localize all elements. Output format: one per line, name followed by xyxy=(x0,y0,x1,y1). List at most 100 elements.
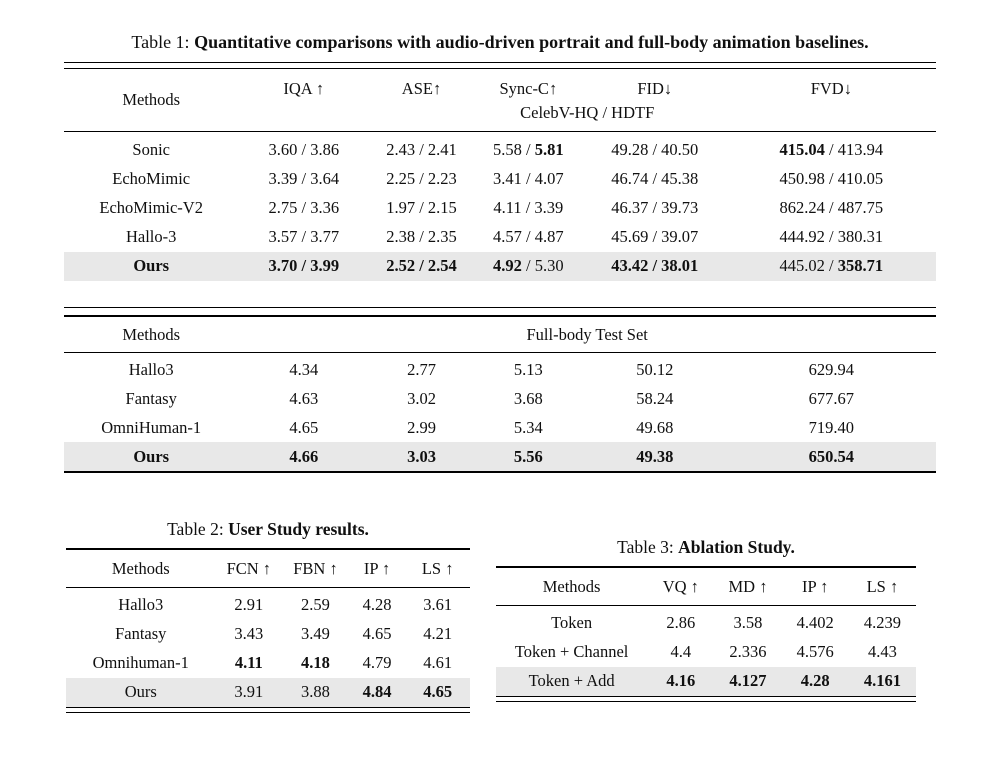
table2-top-rule xyxy=(66,548,470,550)
table3-caption-title: Ablation Study. xyxy=(678,537,795,557)
value-cell: 4.127 xyxy=(729,671,767,690)
table-row: Fantasy 3.43 3.49 4.65 4.21 xyxy=(66,620,470,649)
table1-bottom-rule xyxy=(64,471,936,473)
table3-block: Table 3: Ablation Study. Methods VQ ↑ MD… xyxy=(496,535,916,702)
value-cell: 719.40 xyxy=(808,417,855,437)
value-cell: 46.37 / 39.73 xyxy=(611,198,699,217)
value-cell: 3.61 xyxy=(423,595,453,614)
value-cell: 2.43 / 2.41 xyxy=(386,140,457,159)
table2-caption-prefix: Table 2: xyxy=(167,519,229,539)
table1-top-rule xyxy=(64,62,936,69)
table1-portrait-header: Methods IQA ↑ ASE↑ Sync-C↑ FID↓ FVD↓ Cel… xyxy=(64,69,936,132)
value-cell: 3.43 xyxy=(234,624,264,643)
column-header-ase: ASE↑ xyxy=(401,79,442,98)
table2-caption-title: User Study results. xyxy=(228,519,369,539)
value-cell: 3.49 xyxy=(301,624,330,643)
value-cell: 2.38 / 2.35 xyxy=(386,227,457,246)
column-header-fcn: FCN ↑ xyxy=(226,559,272,578)
table1-caption-title: Quantitative comparisons with audio-driv… xyxy=(194,32,869,52)
table1-block: Methods IQA ↑ ASE↑ Sync-C↑ FID↓ FVD↓ Cel… xyxy=(64,62,936,473)
value-cell: 4.79 xyxy=(362,653,392,672)
column-header-sync-c: Sync-C↑ xyxy=(499,79,558,98)
table-row: Token 2.86 3.58 4.402 4.239 xyxy=(496,606,916,638)
method-cell: Token xyxy=(551,613,593,632)
value-cell: 4.34 xyxy=(289,359,319,379)
table3-bottom-rule xyxy=(496,695,916,702)
value-cell: 5.34 xyxy=(513,417,543,437)
value-cell: 650.54 xyxy=(808,446,855,466)
value-cell: 4.402 xyxy=(796,613,834,632)
column-header-methods: Methods xyxy=(122,324,181,344)
value-cell: 4.18 xyxy=(301,653,330,672)
value-cell: 2.91 xyxy=(234,595,264,614)
column-header-fvd: FVD↓ xyxy=(810,79,852,98)
value-cell: 862.24 / 487.75 xyxy=(779,198,884,217)
value-cell: 4.11 / 3.39 xyxy=(493,198,564,217)
value-cell: 4.57 / 4.87 xyxy=(493,227,564,246)
column-header-fid: FID↓ xyxy=(637,79,673,98)
table1-fullbody-header: Methods Full-body Test Set xyxy=(64,317,936,352)
value-cell: 415.04 / 413.94 xyxy=(779,140,884,159)
value-cell: 4.61 xyxy=(423,653,453,672)
table-row: Hallo3 2.91 2.59 4.28 3.61 xyxy=(66,588,470,620)
table3-top-rule xyxy=(496,566,916,568)
value-cell: 3.88 xyxy=(301,682,330,701)
value-cell: 4.28 xyxy=(362,595,392,614)
method-cell: OmniHuman-1 xyxy=(101,417,202,437)
table-row: Omnihuman-1 4.11 4.18 4.79 4.61 xyxy=(66,649,470,678)
value-cell: 2.336 xyxy=(729,642,767,661)
value-cell: 49.68 xyxy=(636,417,674,437)
value-cell: 3.41 / 4.07 xyxy=(493,169,564,188)
column-header-md: MD ↑ xyxy=(728,577,768,596)
value-cell: 4.16 xyxy=(666,671,696,690)
table-row: OmniHuman-1 4.65 2.99 5.34 49.68 719.40 xyxy=(64,413,936,442)
column-header-vq: VQ ↑ xyxy=(662,577,699,596)
table-row: EchoMimic-V2 2.75 / 3.36 1.97 / 2.15 4.1… xyxy=(64,194,936,223)
value-cell: 2.25 / 2.23 xyxy=(386,169,457,188)
method-cell: Hallo3 xyxy=(128,359,174,379)
value-cell: 677.67 xyxy=(808,388,855,408)
value-cell: 4.11 xyxy=(234,653,263,672)
table-row: Fantasy 4.63 3.02 3.68 58.24 677.67 xyxy=(64,384,936,413)
table-row: Hallo3 4.34 2.77 5.13 50.12 629.94 xyxy=(64,352,936,384)
value-cell: 629.94 xyxy=(808,359,855,379)
method-cell: Hallo-3 xyxy=(125,227,177,246)
value-cell: 3.91 xyxy=(234,682,264,701)
table3-header: Methods VQ ↑ MD ↑ IP ↑ LS ↑ xyxy=(496,568,916,606)
value-cell: 58.24 xyxy=(636,388,674,408)
table-row: Hallo-3 3.57 / 3.77 2.38 / 2.35 4.57 / 4… xyxy=(64,223,936,252)
method-cell: Omnihuman-1 xyxy=(92,653,189,672)
method-cell: Sonic xyxy=(132,140,170,159)
table3-table: Methods VQ ↑ MD ↑ IP ↑ LS ↑ Token 2.86 3… xyxy=(496,568,916,696)
table2-bottom-rule xyxy=(66,706,470,713)
method-cell: Token + Add xyxy=(528,671,615,690)
table-row-ours-highlighted: Token + Add 4.16 4.127 4.28 4.161 xyxy=(496,666,916,696)
value-cell: 46.74 / 45.38 xyxy=(611,169,699,188)
table-row-ours-highlighted: Ours 3.70 / 3.99 2.52 / 2.54 4.92 / 5.30… xyxy=(64,251,936,281)
value-cell: 444.92 / 380.31 xyxy=(779,227,884,246)
value-cell: 4.84 xyxy=(362,682,392,701)
bottom-tables-section: Table 2: User Study results. Methods FCN… xyxy=(66,517,1000,713)
method-cell: Ours xyxy=(133,256,170,275)
value-cell: 3.02 xyxy=(407,388,436,408)
method-cell: EchoMimic-V2 xyxy=(99,198,203,217)
value-cell: 45.69 / 39.07 xyxy=(611,227,699,246)
table1-portrait-table: Methods IQA ↑ ASE↑ Sync-C↑ FID↓ FVD↓ Cel… xyxy=(64,69,936,281)
column-header-ls: LS ↑ xyxy=(866,577,899,596)
value-cell: 2.75 / 3.36 xyxy=(268,198,340,217)
column-header-methods: Methods xyxy=(122,90,181,109)
table-row-ours-highlighted: Ours 4.66 3.03 5.56 49.38 650.54 xyxy=(64,442,936,471)
column-header-iqa: IQA ↑ xyxy=(283,79,325,98)
value-cell: 50.12 xyxy=(636,359,674,379)
table2-block: Table 2: User Study results. Methods FCN… xyxy=(66,517,470,713)
value-cell: 2.86 xyxy=(666,613,696,632)
value-cell: 2.52 / 2.54 xyxy=(386,256,457,275)
method-cell: Fantasy xyxy=(115,624,167,643)
column-header-ls: LS ↑ xyxy=(421,559,454,578)
method-cell: EchoMimic xyxy=(112,169,191,188)
value-cell: 5.58 / 5.81 xyxy=(493,140,564,159)
table-row: Sonic 3.60 / 3.86 2.43 / 2.41 5.58 / 5.8… xyxy=(64,132,936,165)
table1-fullbody-top-rule xyxy=(64,306,936,317)
table-row: EchoMimic 3.39 / 3.64 2.25 / 2.23 3.41 /… xyxy=(64,165,936,194)
